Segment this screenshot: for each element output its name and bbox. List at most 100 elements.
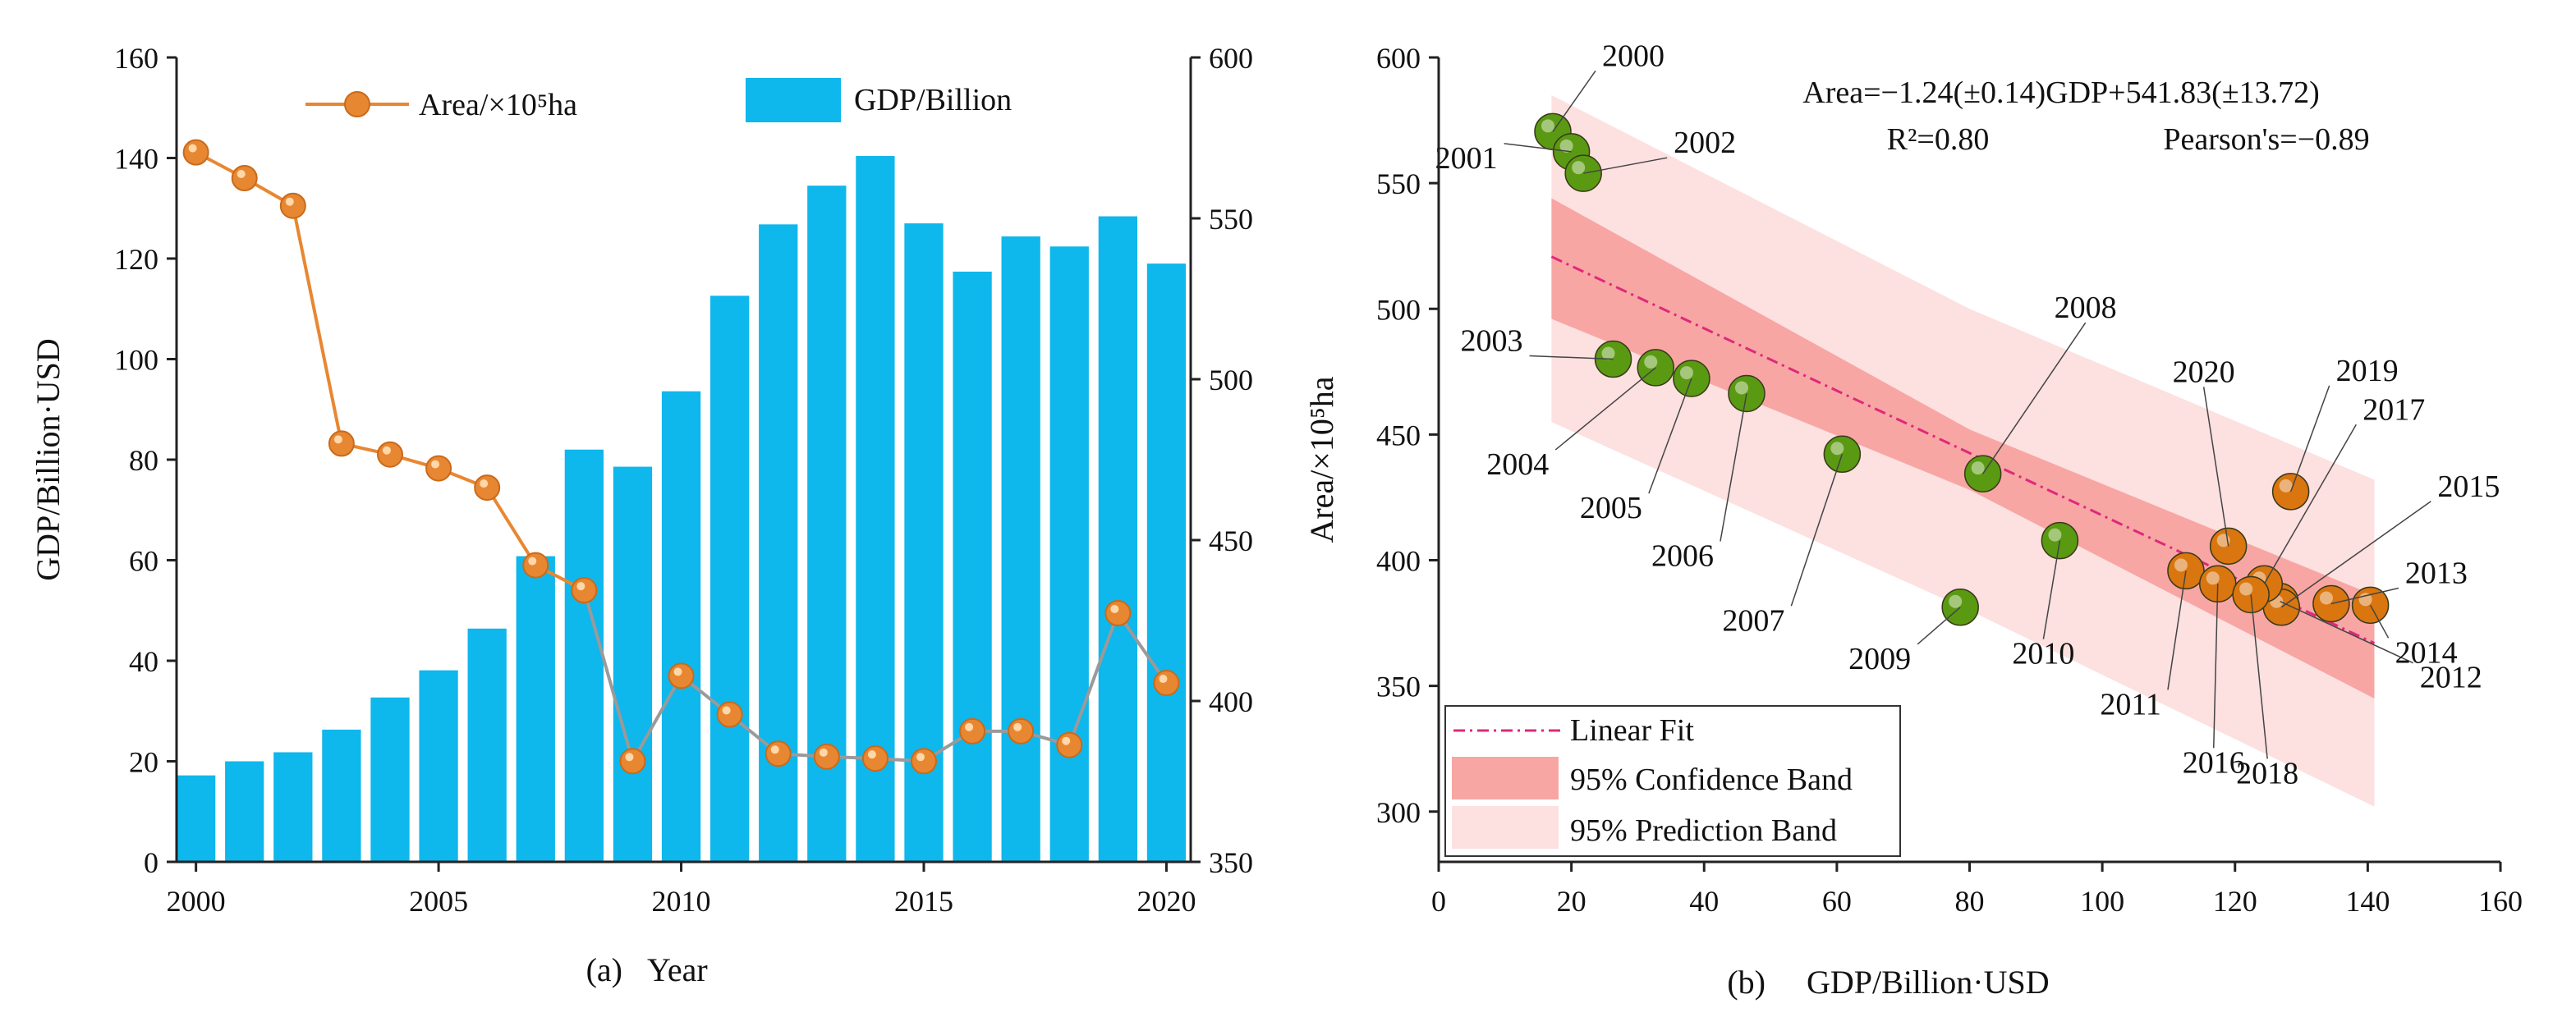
gdp-bar-2009	[613, 466, 653, 862]
leader-line-2002	[1583, 157, 1668, 174]
x-tick-label: 2005	[409, 885, 468, 918]
x-tick-label: 60	[1822, 885, 1852, 918]
gdp-bar-2019	[1098, 216, 1137, 862]
leader-line-2006	[1720, 393, 1747, 542]
area-marker-2012	[765, 740, 792, 767]
point-label-2018: 2018	[2236, 756, 2298, 790]
gdp-bars	[177, 156, 1187, 863]
point-label-2003: 2003	[1461, 324, 1523, 359]
area-marker-highlight-2012	[770, 745, 779, 754]
point-highlight-2019	[2279, 479, 2293, 492]
gdp-bar-2011	[710, 295, 750, 862]
point-label-2015: 2015	[2437, 470, 2500, 504]
area-marker-highlight-2000	[188, 144, 197, 153]
legend-fit-label: Linear Fit	[1570, 713, 1694, 748]
point-label-2014: 2014	[2395, 635, 2458, 670]
gdp-bar-2006	[467, 628, 507, 862]
r-squared: R²=0.80	[1887, 122, 1990, 157]
y-left-tick-label: 40	[129, 645, 158, 678]
point-highlight-2013	[2319, 591, 2333, 605]
leader-line-2005	[1648, 378, 1692, 494]
gdp-bar-2020	[1146, 263, 1187, 862]
x-tick-label: 2020	[1136, 885, 1196, 918]
fit-line	[1550, 255, 2376, 644]
point-highlight-2006	[1734, 381, 1748, 395]
gdp-bar-2007	[516, 556, 555, 862]
point-label-2013: 2013	[2405, 556, 2468, 590]
area-marker-highlight-2018	[1062, 736, 1071, 745]
panel-a-xlabel: Year	[647, 951, 708, 988]
point-label-2005: 2005	[1580, 491, 1642, 525]
gdp-bar-2002	[273, 752, 313, 862]
gdp-bar-2005	[419, 670, 458, 862]
area-marker-2007	[522, 552, 549, 579]
leader-line-2009	[1917, 607, 1961, 645]
leader-line-2013	[2330, 587, 2399, 605]
point-label-2011: 2011	[2100, 687, 2161, 722]
point-highlight-2011	[2174, 558, 2188, 572]
y-left-tick-label: 140	[114, 143, 158, 176]
x-tick-label: 20	[1557, 885, 1586, 918]
area-marker-2008	[571, 577, 598, 604]
gdp-bar-2016	[953, 271, 992, 862]
x-tick-label: 0	[1431, 885, 1446, 918]
gdp-bar-2001	[225, 761, 264, 862]
leader-line-2010	[2042, 540, 2061, 639]
panel-a-legend: Area/×10⁵ha GDP/Billion	[305, 78, 1012, 122]
area-line-segment-orange	[195, 150, 585, 592]
area-marker-highlight-2002	[285, 197, 294, 206]
point-highlight-2008	[1971, 461, 1985, 475]
legend-gdp-swatch	[746, 78, 841, 122]
panel-a-ylabel: GDP/Billion·USD	[30, 338, 67, 581]
y-left-tick-label: 120	[114, 243, 158, 276]
y-tick-label: 600	[1376, 42, 1421, 75]
panel-b-xlabel: GDP/Billion·USD	[1807, 964, 2050, 1001]
legend-gdp-label: GDP/Billion	[854, 83, 1012, 117]
y-left-tick-label: 80	[129, 444, 158, 477]
leader-line-2015	[2280, 501, 2431, 608]
x-tick-label: 120	[2213, 885, 2257, 918]
panel-b-legend: Linear Fit 95% Confidence Band 95% Predi…	[1444, 705, 1901, 857]
area-marker-2002	[279, 192, 306, 219]
panel-a-caption-label: (a)	[586, 951, 622, 988]
y-tick-label: 350	[1376, 671, 1421, 703]
y-tick-label: 300	[1376, 796, 1421, 829]
x-tick-label: 2015	[894, 885, 953, 918]
point-label-2020: 2020	[2173, 355, 2235, 389]
area-marker-2015	[911, 748, 937, 775]
y-tick-label: 400	[1376, 545, 1421, 578]
point-highlight-2001	[1559, 139, 1573, 153]
leader-line-2020	[2202, 387, 2229, 547]
point-highlight-2000	[1541, 119, 1554, 133]
point-label-2016: 2016	[2183, 745, 2245, 780]
y-right-tick-label: 350	[1209, 846, 1253, 879]
area-marker-2006	[474, 474, 501, 502]
legend-prediction-label: 95% Prediction Band	[1570, 813, 1837, 848]
point-label-2007: 2007	[1722, 603, 1784, 638]
point-highlight-2018	[2239, 582, 2253, 596]
gdp-bar-2000	[177, 775, 216, 862]
leader-line-2007	[1790, 454, 1844, 607]
point-label-2002: 2002	[1674, 126, 1736, 160]
legend-prediction-swatch	[1452, 806, 1559, 849]
legend-confidence-swatch	[1452, 757, 1559, 799]
gdp-bar-2017	[1001, 236, 1040, 862]
area-marker-highlight-2017	[1013, 722, 1022, 731]
area-marker-highlight-2016	[965, 722, 974, 731]
area-marker-highlight-2015	[916, 753, 925, 762]
area-marker-2003	[328, 430, 355, 457]
panel-b-caption-label: (b)	[1727, 964, 1766, 1001]
legend-area-label: Area/×10⁵ha	[419, 88, 577, 122]
leader-line-2017	[2263, 424, 2357, 584]
area-marker-highlight-2003	[333, 435, 342, 444]
leader-line-2012	[2280, 601, 2414, 664]
y-right-tick-label: 550	[1209, 203, 1253, 236]
leader-line-2008	[1982, 322, 2087, 474]
legend-confidence-label: 95% Confidence Band	[1570, 763, 1853, 797]
linear-fit-line	[1550, 255, 2376, 644]
x-tick-label: 2010	[652, 885, 711, 918]
x-tick-label: 40	[1689, 885, 1719, 918]
area-marker-highlight-2010	[673, 667, 682, 676]
area-marker-highlight-2008	[576, 582, 585, 591]
